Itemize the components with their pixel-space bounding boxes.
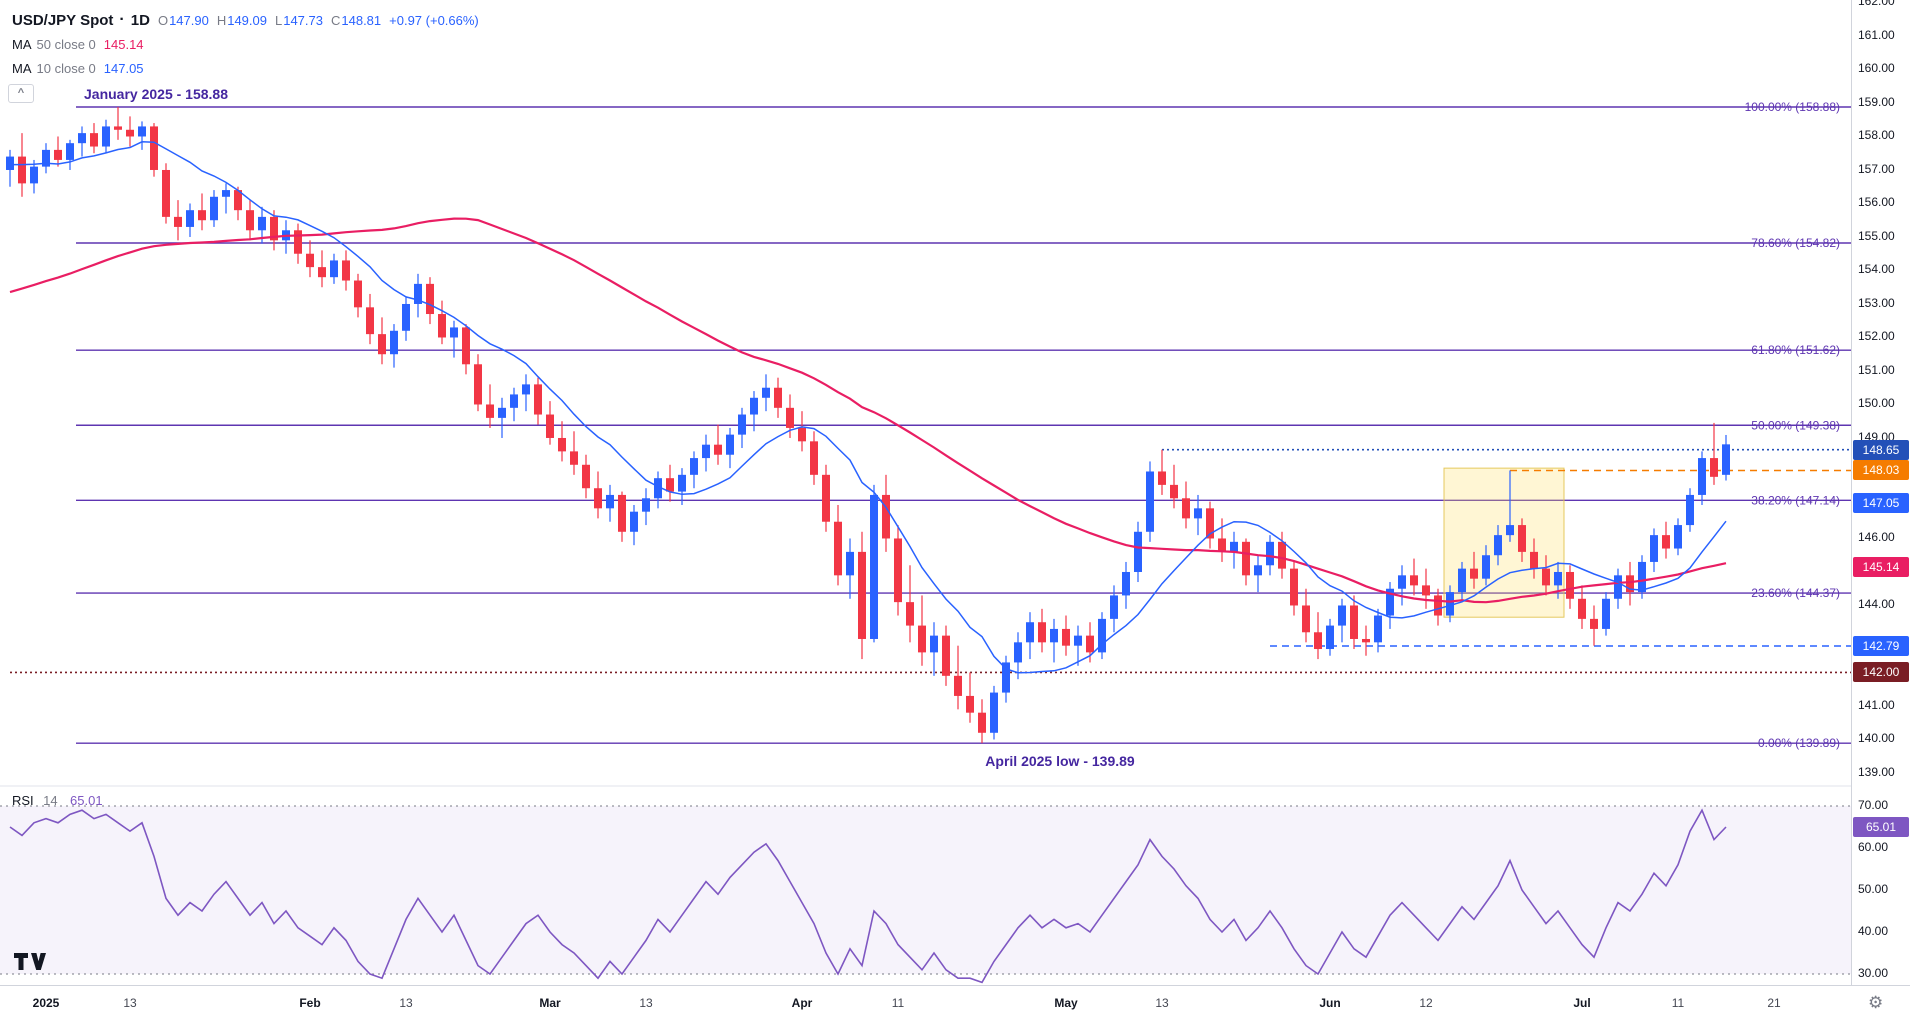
time-tick[interactable]: 11 <box>891 996 905 1010</box>
price-tick: 151.00 <box>1858 362 1895 377</box>
highlight-zone <box>1443 467 1565 618</box>
time-tick[interactable]: Jul <box>1573 996 1591 1010</box>
time-tick[interactable]: 2025 <box>32 996 60 1010</box>
fib-label: 78.60% (154.82) <box>1751 236 1840 250</box>
time-tick[interactable]: 12 <box>1419 996 1433 1010</box>
chart-annotation: January 2025 - 158.88 <box>84 86 228 102</box>
price-tick: 156.00 <box>1858 195 1895 210</box>
price-tick: 152.00 <box>1858 329 1895 344</box>
fib-label: 100.00% (158.88) <box>1745 100 1840 114</box>
price-tick: 160.00 <box>1858 61 1895 76</box>
price-tick: 157.00 <box>1858 161 1895 176</box>
chart-canvas[interactable]: 100.00% (158.88) 78.60% (154.82) 61.80% (1… <box>0 0 1851 985</box>
time-tick[interactable]: Feb <box>299 996 321 1010</box>
price-tick: 155.00 <box>1858 228 1895 243</box>
price-tick: 141.00 <box>1858 697 1895 712</box>
rsi-tick: 50.00 <box>1858 882 1889 896</box>
fib-label: 50.00% (149.38) <box>1751 418 1840 432</box>
price-tick: 162.00 <box>1858 0 1895 9</box>
collapse-pane-button[interactable]: ^ <box>8 84 34 103</box>
rsi-band <box>0 806 1851 974</box>
settings-gear-icon[interactable]: ⚙ <box>1868 993 1884 1012</box>
price-tick: 139.00 <box>1858 764 1895 779</box>
rsi-tick: 70.00 <box>1858 798 1889 812</box>
price-axis[interactable]: 162.00 161.00 160.00 159.00 158.00 157.00 156.… <box>1851 0 1910 985</box>
price-badge: 148.65 <box>1853 439 1909 460</box>
tradingview-logo-glyph <box>14 953 46 970</box>
tradingview-logo[interactable] <box>12 950 48 979</box>
price-tick: 153.00 <box>1858 295 1895 310</box>
price-tick: 161.00 <box>1858 27 1895 42</box>
time-tick[interactable]: May <box>1054 996 1078 1010</box>
price-badge: 142.79 <box>1853 636 1909 656</box>
chevron-up-icon: ^ <box>17 87 25 99</box>
ma10-line[interactable] <box>10 141 1727 674</box>
price-badge: 145.14 <box>1853 557 1909 578</box>
time-tick[interactable]: 13 <box>639 996 653 1010</box>
rsi-tick: 30.00 <box>1858 966 1889 980</box>
fib-label: 38.20% (147.14) <box>1751 493 1840 507</box>
price-tick: 154.00 <box>1858 262 1895 277</box>
fib-label: 61.80% (151.62) <box>1751 343 1840 357</box>
price-tick: 158.00 <box>1858 128 1895 143</box>
price-tick: 150.00 <box>1858 396 1895 411</box>
ma50-line[interactable] <box>9 217 1727 604</box>
time-tick[interactable]: Mar <box>539 996 561 1010</box>
time-tick[interactable]: 13 <box>399 996 413 1010</box>
price-badge: 148.03 <box>1853 460 1909 481</box>
price-tick: 146.00 <box>1858 530 1895 545</box>
time-tick[interactable]: Jun <box>1319 996 1341 1010</box>
rsi-tick: 40.00 <box>1858 924 1889 938</box>
rsi-badge: 65.01 <box>1853 816 1909 837</box>
time-tick[interactable]: 13 <box>1155 996 1169 1010</box>
price-tick: 159.00 <box>1858 94 1895 109</box>
rsi-line[interactable] <box>9 808 1727 984</box>
price-badge: 147.05 <box>1853 493 1909 514</box>
rsi-tick: 60.00 <box>1858 840 1889 854</box>
time-tick[interactable]: 13 <box>123 996 137 1010</box>
price-tick: 140.00 <box>1858 731 1895 746</box>
chart-annotation: April 2025 low - 139.89 <box>985 753 1135 769</box>
time-tick[interactable]: 21 <box>1767 996 1781 1010</box>
fib-label: 0.00% (139.89) <box>1758 736 1840 750</box>
fib-label: 23.60% (144.37) <box>1751 586 1840 600</box>
candlesticks <box>6 107 1730 744</box>
time-tick[interactable]: Apr <box>791 996 813 1010</box>
time-axis[interactable]: 2025 13 Feb 13 Mar 13 Apr 11 May 13 Jun 12 Jul 11 21 <box>0 985 1910 1027</box>
fib-retracement: 100.00% (158.88) 78.60% (154.82) 61.80% (1… <box>76 86 1851 769</box>
price-tick: 144.00 <box>1858 597 1895 612</box>
price-badge: 142.00 <box>1853 662 1909 683</box>
time-tick[interactable]: 11 <box>1671 996 1685 1010</box>
